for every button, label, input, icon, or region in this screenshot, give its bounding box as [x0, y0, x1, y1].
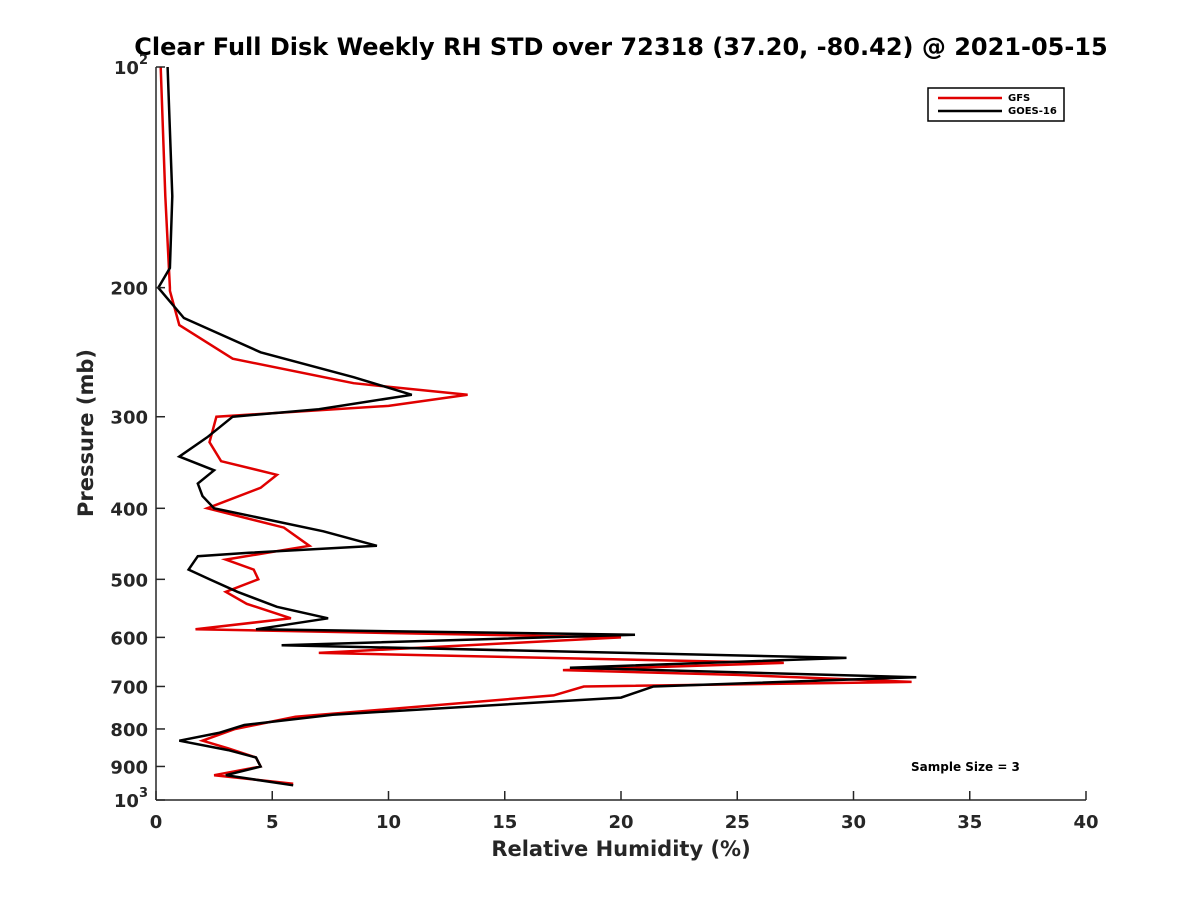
y-tick-label: 600 [110, 628, 148, 649]
y-tick-label: 400 [110, 499, 148, 520]
y-tick-label-base: 10 [114, 791, 139, 812]
y-axis-label: Pressure (mb) [74, 349, 98, 517]
x-tick-label: 40 [1073, 812, 1098, 833]
y-tick-label-base: 300 [110, 408, 148, 429]
series-layer [156, 66, 917, 787]
y-tick-label-base: 10 [114, 58, 139, 79]
x-axis-label: Relative Humidity (%) [491, 837, 750, 861]
x-tick-label: 10 [376, 812, 401, 833]
y-tick-label-base: 500 [110, 570, 148, 591]
x-tick-label: 20 [608, 812, 633, 833]
x-tick-label: 25 [725, 812, 750, 833]
y-tick-label: 900 [110, 757, 148, 778]
y-tick-label-base: 200 [110, 279, 148, 300]
y-tick-label-base: 400 [110, 499, 148, 520]
x-axis-ticks: 0 5 10 15 20 25 30 35 40 [150, 791, 1099, 833]
chart-title: Clear Full Disk Weekly RH STD over 72318… [134, 33, 1107, 61]
y-tick-label-base: 800 [110, 720, 148, 741]
x-tick-label: 15 [492, 812, 517, 833]
y-tick-label: 103 [114, 786, 148, 812]
y-tick-label: 200 [110, 279, 148, 300]
legend: GFS GOES-16 [927, 87, 1065, 122]
legend-label-gfs: GFS [1008, 93, 1030, 104]
series-line-goes-16 [156, 66, 917, 787]
y-tick-label: 500 [110, 570, 148, 591]
legend-box [927, 87, 1065, 122]
legend-label-goes-16: GOES-16 [1008, 106, 1057, 117]
plot-area: 0 5 10 15 20 25 30 35 40 10220030040050060070080… [110, 53, 1098, 833]
y-tick-label-base: 600 [110, 628, 148, 649]
y-tick-label-base: 900 [110, 757, 148, 778]
y-tick-label: 300 [110, 408, 148, 429]
y-tick-label: 700 [110, 677, 148, 698]
y-tick-label: 800 [110, 720, 148, 741]
y-tick-label: 102 [114, 53, 148, 79]
x-tick-label: 5 [266, 812, 279, 833]
x-tick-label: 0 [150, 812, 163, 833]
y-tick-label-exponent: 2 [139, 53, 148, 68]
y-tick-label-base: 700 [110, 677, 148, 698]
sample-size-annotation: Sample Size = 3 [911, 760, 1020, 774]
x-tick-label: 30 [841, 812, 866, 833]
x-tick-label: 35 [957, 812, 982, 833]
y-tick-label-exponent: 3 [139, 786, 148, 801]
